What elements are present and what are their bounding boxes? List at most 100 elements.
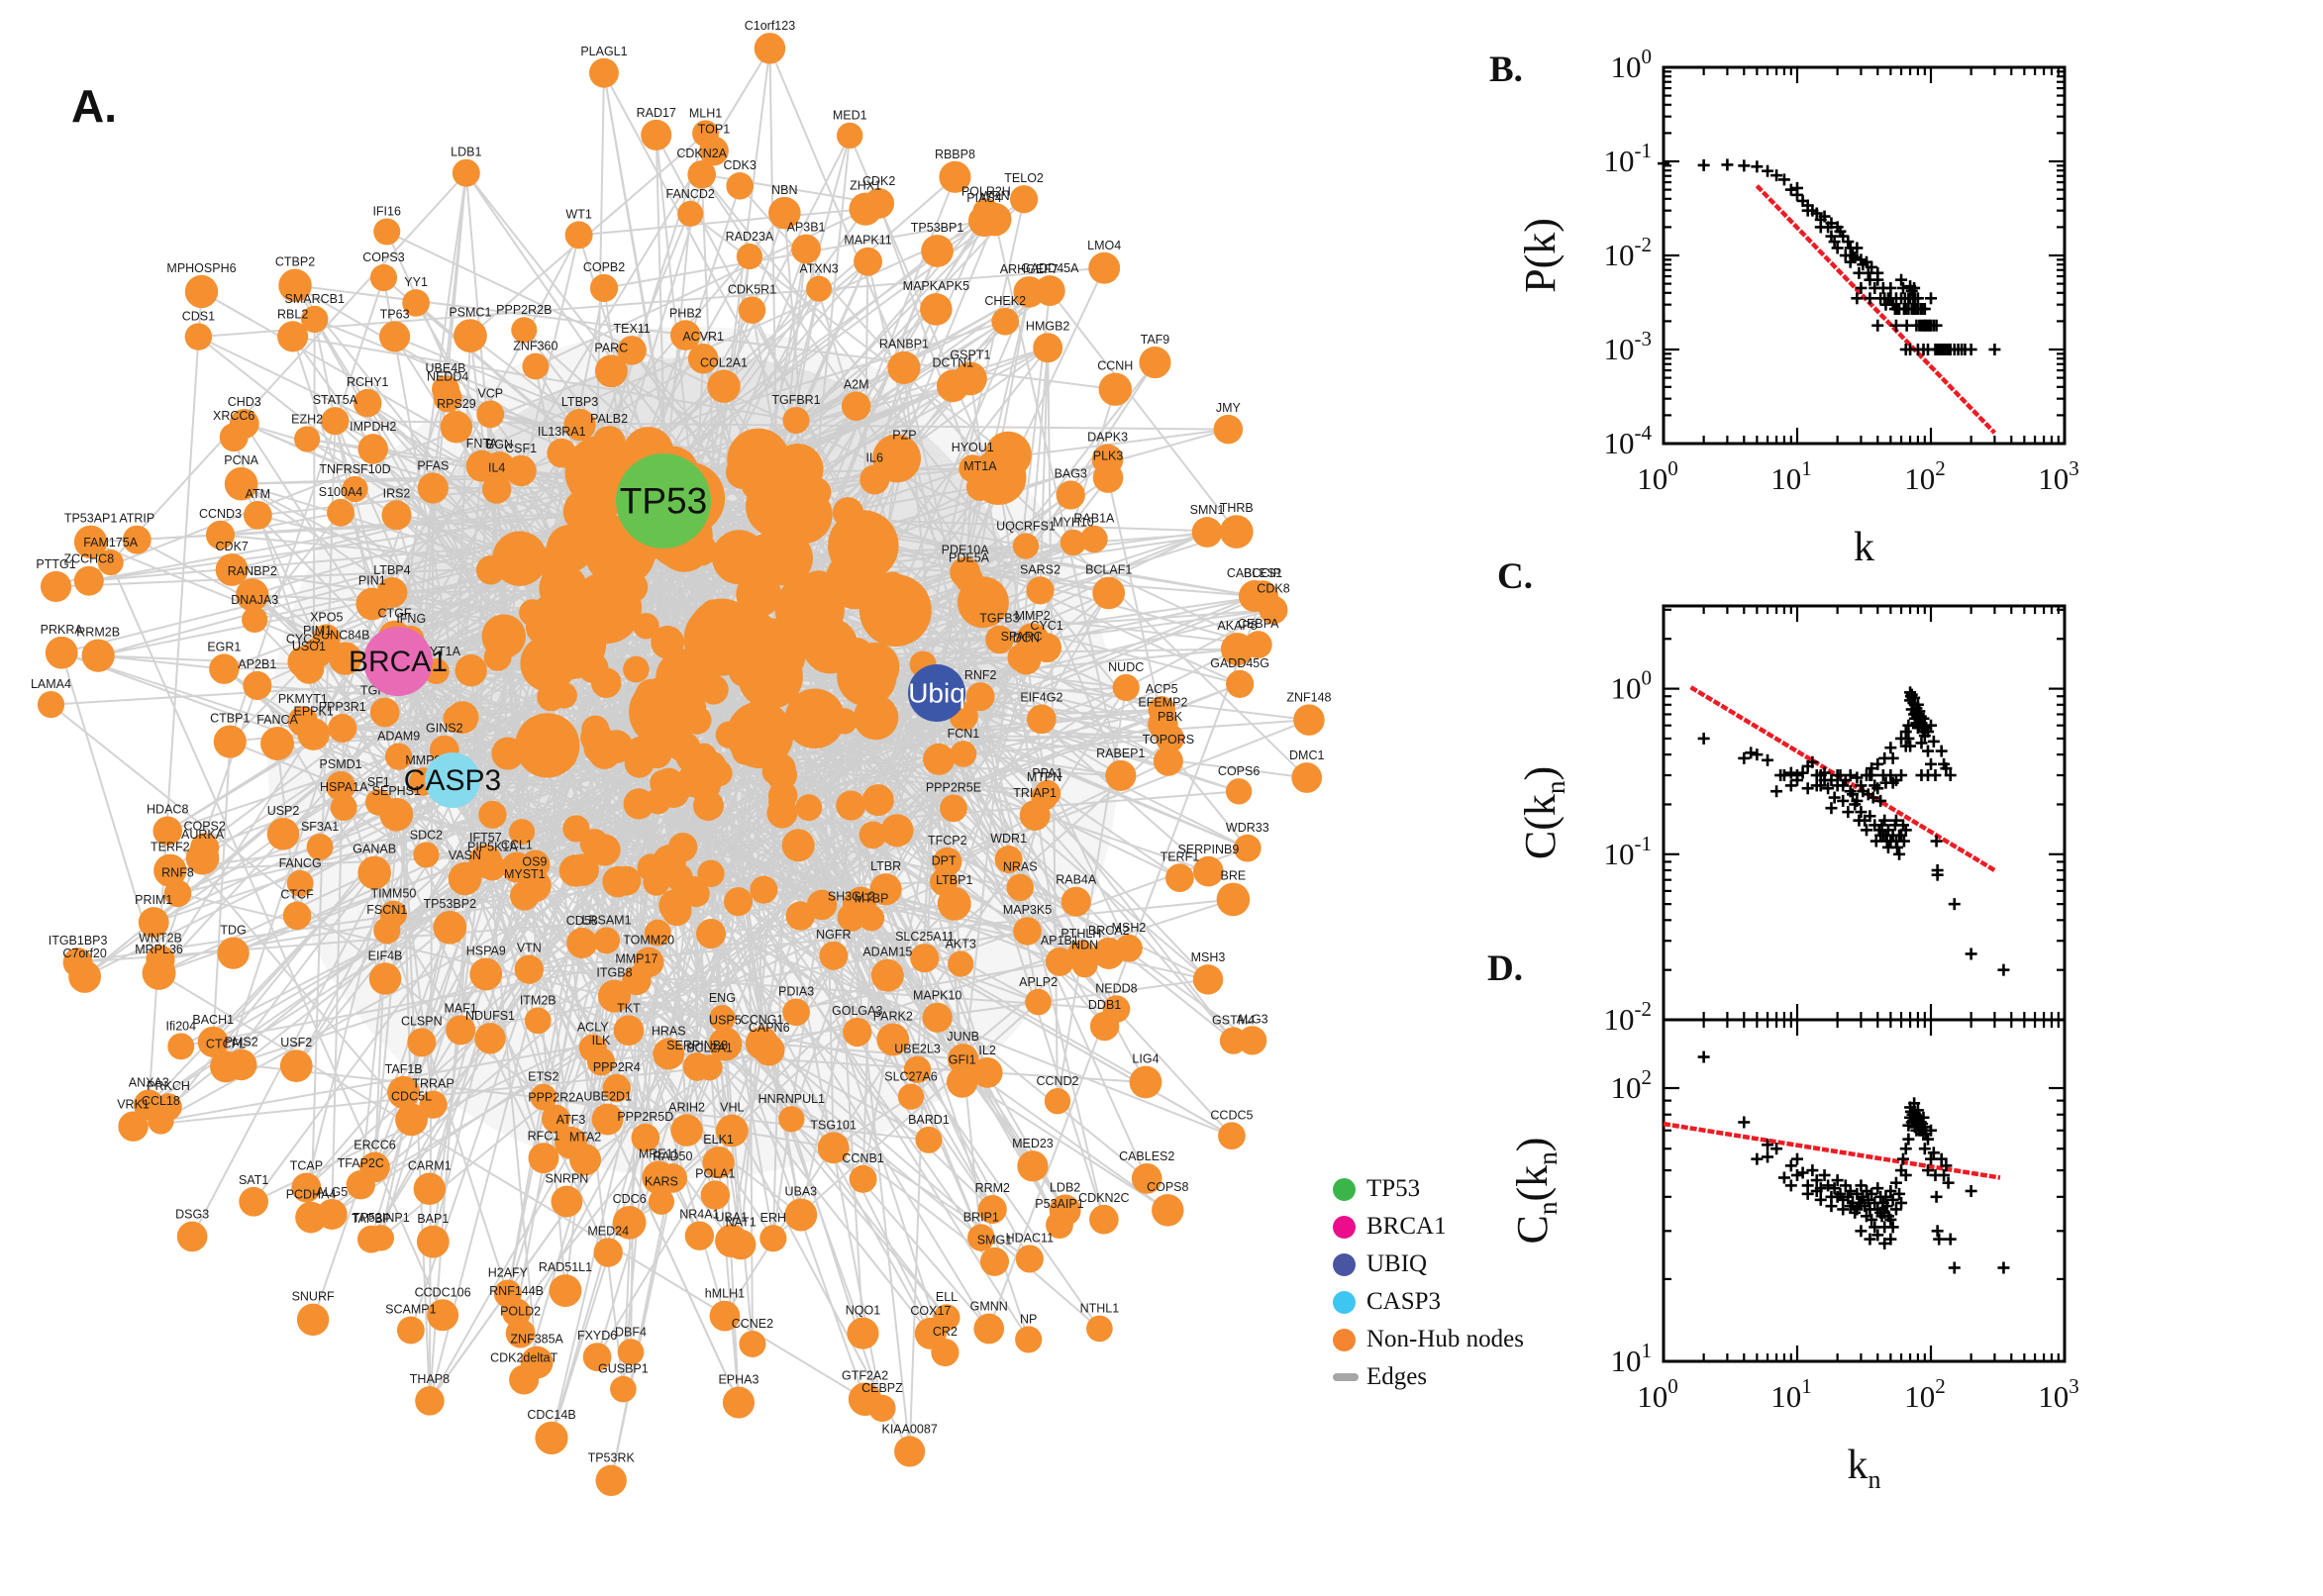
svg-text:TDG: TDG (220, 923, 246, 937)
axis-title: C(kn​) (1516, 766, 1570, 859)
panel-a-label: A. (71, 80, 117, 132)
svg-text:DCTN1: DCTN1 (932, 355, 973, 369)
axis-title: kn​ (1847, 1443, 1880, 1494)
svg-text:CCNB1: CCNB1 (842, 1151, 883, 1165)
svg-text:RRM2B: RRM2B (76, 626, 120, 640)
svg-text:PIM1: PIM1 (303, 624, 332, 638)
plot-frame (1662, 1018, 2067, 1363)
hub-nodes: TP53 BRCA1 Ubiq CASP3 (349, 453, 965, 808)
svg-text:MTA2: MTA2 (569, 1130, 601, 1144)
svg-text:TOPORS: TOPORS (1143, 733, 1195, 747)
svg-text:NEDD8: NEDD8 (1095, 981, 1137, 995)
svg-text:PPP2R2B: PPP2R2B (496, 303, 552, 317)
svg-text:ERH: ERH (760, 1211, 786, 1225)
svg-text:VASN: VASN (449, 848, 481, 862)
svg-text:RAD51L1: RAD51L1 (539, 1260, 592, 1274)
scatter-points (1697, 686, 2010, 976)
legend-item-edges: Edges (1333, 1358, 1524, 1396)
svg-text:MT1A: MT1A (963, 459, 997, 473)
svg-text:GFI1: GFI1 (949, 1052, 976, 1066)
svg-text:POLA1: POLA1 (695, 1166, 735, 1180)
svg-text:COPS8: COPS8 (1147, 1180, 1188, 1194)
svg-text:ERCC6: ERCC6 (354, 1139, 395, 1152)
svg-text:COX17: COX17 (910, 1304, 951, 1318)
svg-text:IFT57: IFT57 (469, 831, 502, 845)
svg-text:P53AIP1: P53AIP1 (1035, 1197, 1083, 1211)
svg-text:RAB4A: RAB4A (1056, 873, 1097, 887)
svg-text:C1orf123: C1orf123 (745, 19, 795, 33)
svg-text:CTGF: CTGF (378, 607, 412, 621)
svg-text:TELO2: TELO2 (1004, 171, 1044, 185)
svg-text:BCL2A1: BCL2A1 (686, 1041, 733, 1054)
svg-text:TP53BP2: TP53BP2 (424, 897, 477, 911)
svg-text:RRM2: RRM2 (975, 1181, 1010, 1195)
svg-text:MAPK10: MAPK10 (913, 989, 961, 1003)
svg-text:CCNG1: CCNG1 (741, 1013, 784, 1027)
svg-text:CARM1: CARM1 (408, 1159, 452, 1173)
svg-text:TP53AP1: TP53AP1 (64, 512, 118, 526)
svg-text:BCCIP: BCCIP (1244, 566, 1281, 580)
svg-text:PHB2: PHB2 (669, 306, 702, 320)
svg-text:NBN: NBN (771, 183, 797, 197)
svg-text:USP2: USP2 (267, 804, 300, 818)
power-law-fit-line (1663, 1121, 2001, 1180)
svg-text:COPS2: COPS2 (183, 819, 225, 833)
svg-text:CR2: CR2 (933, 1325, 958, 1339)
svg-text:PZP: PZP (892, 429, 916, 443)
node-swatch-icon (1333, 1177, 1356, 1201)
legend-item-ubiq: UBIQ (1333, 1246, 1524, 1283)
svg-text:FNTA: FNTA (466, 437, 498, 450)
svg-text:EIF4G2: EIF4G2 (1020, 690, 1062, 704)
svg-text:DPT: DPT (932, 854, 957, 868)
svg-text:CDK8: CDK8 (1257, 582, 1289, 596)
svg-text:SERPINB8: SERPINB8 (666, 1039, 728, 1052)
svg-text:NDN: NDN (1071, 938, 1098, 951)
svg-text:IL13RA1: IL13RA1 (538, 425, 586, 439)
svg-text:RAD17: RAD17 (637, 106, 676, 120)
svg-text:PTTG1: PTTG1 (36, 557, 75, 571)
svg-text:PCNA: PCNA (224, 453, 258, 467)
svg-text:SH3GL2: SH3GL2 (828, 889, 875, 903)
tick-label: 10-4 (1604, 421, 1653, 460)
svg-text:DMC1: DMC1 (1289, 748, 1324, 762)
panel-c-label: C. (1497, 556, 1533, 597)
tick-label: 100 (1611, 666, 1653, 706)
svg-text:ITM2B: ITM2B (520, 993, 556, 1007)
svg-text:CDS1: CDS1 (182, 309, 215, 323)
svg-text:JUNB: JUNB (947, 1030, 979, 1044)
svg-text:TFAP2C: TFAP2C (338, 1156, 384, 1170)
edge-swatch-icon (1333, 1373, 1359, 1381)
svg-text:CAPN6: CAPN6 (749, 1021, 790, 1035)
svg-text:SNRPN: SNRPN (546, 1172, 589, 1186)
svg-text:CEBPZ: CEBPZ (861, 1381, 903, 1395)
svg-text:BAP1: BAP1 (417, 1212, 449, 1226)
tick-label: 10-3 (1604, 327, 1653, 366)
svg-text:ILK: ILK (592, 1034, 611, 1047)
tick-label: 100 (1611, 45, 1653, 84)
svg-text:CCND2: CCND2 (1036, 1074, 1078, 1088)
svg-text:PDE5A: PDE5A (949, 551, 990, 565)
svg-text:THRB: THRB (1220, 501, 1254, 515)
svg-text:CEBPA: CEBPA (1238, 617, 1279, 631)
svg-text:FSCN1: FSCN1 (366, 903, 407, 917)
svg-text:CYC1: CYC1 (1030, 619, 1062, 633)
svg-text:DBF4: DBF4 (615, 1325, 647, 1339)
legend-item-non-hub-nodes: Non-Hub nodes (1333, 1321, 1524, 1358)
tick-label: 103 (2038, 1374, 2079, 1414)
svg-text:TP53INP1: TP53INP1 (353, 1211, 410, 1225)
svg-text:SMG1: SMG1 (977, 1234, 1012, 1247)
svg-text:COPS3: COPS3 (362, 250, 404, 264)
svg-text:MMP17: MMP17 (615, 952, 657, 966)
svg-text:AKAP8: AKAP8 (1217, 619, 1257, 633)
svg-text:NP: NP (1020, 1312, 1037, 1326)
svg-text:EGR1: EGR1 (207, 640, 241, 653)
svg-text:WDR33: WDR33 (1226, 821, 1269, 835)
svg-text:DDB1: DDB1 (1088, 998, 1121, 1012)
svg-text:OS9: OS9 (522, 855, 547, 869)
svg-text:RCHY1: RCHY1 (347, 375, 388, 389)
svg-text:PRKCH: PRKCH (147, 1079, 190, 1093)
svg-text:IL6: IL6 (866, 450, 883, 464)
tick-label: 102 (1904, 456, 1946, 496)
svg-text:RFC1: RFC1 (528, 1129, 560, 1143)
